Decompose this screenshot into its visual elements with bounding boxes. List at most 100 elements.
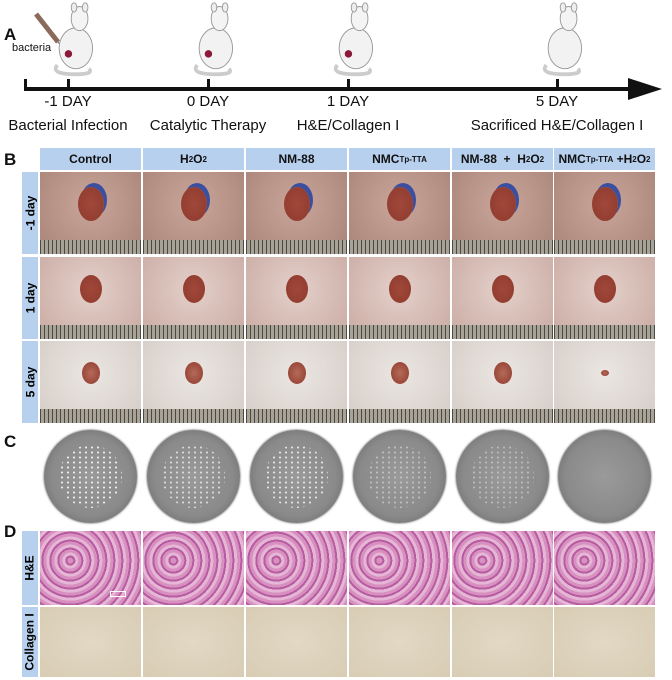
collagen-stain-image xyxy=(554,607,655,677)
collagen-stain-image xyxy=(349,607,450,677)
timeline-event-label: Catalytic Therapy xyxy=(149,117,267,134)
wound xyxy=(77,187,104,221)
wound-photo xyxy=(40,257,141,339)
row-label-text: 5 day xyxy=(23,366,37,398)
wound xyxy=(390,362,409,384)
subscript: Tp-TTA xyxy=(399,154,427,164)
he-stain-image xyxy=(40,531,141,605)
header-text: O xyxy=(193,152,203,166)
wound xyxy=(184,362,203,384)
group-header: NMC Tp-TTA +H 2 O 2 xyxy=(554,148,655,170)
wound xyxy=(180,187,207,221)
subscript: 2 xyxy=(646,154,651,164)
ruler xyxy=(452,409,553,423)
collagen-stain-image xyxy=(143,607,244,677)
row-label-text: H&E xyxy=(23,555,37,581)
agar-plate xyxy=(456,430,549,523)
wound xyxy=(491,275,514,303)
wound-photo xyxy=(554,257,655,339)
wound xyxy=(287,362,306,384)
wound xyxy=(591,187,618,221)
row-label-text: -1 day xyxy=(23,195,37,231)
row-label: H&E xyxy=(22,531,38,605)
wound-photo xyxy=(554,172,655,254)
rat-illustration xyxy=(46,0,102,84)
timeline-tick xyxy=(347,79,350,89)
wound xyxy=(285,275,308,303)
ruler xyxy=(554,240,655,254)
panel-label-c: C xyxy=(4,432,17,451)
wound-photo xyxy=(349,257,450,339)
subscript: 2 xyxy=(539,154,545,164)
subscript: 2 xyxy=(525,154,531,164)
wound-photo xyxy=(40,172,141,254)
header-text: NM-88 xyxy=(278,152,315,166)
ruler xyxy=(554,409,655,423)
ruler xyxy=(246,409,347,423)
wound xyxy=(388,275,411,303)
ruler xyxy=(143,409,244,423)
ruler xyxy=(452,325,553,339)
ruler xyxy=(246,325,347,339)
agar-plate xyxy=(250,430,343,523)
wound xyxy=(283,187,310,221)
he-stain-image xyxy=(246,531,347,605)
he-stain-image xyxy=(349,531,450,605)
rat-illustration xyxy=(535,0,591,84)
timeline-day-label: 1 DAY xyxy=(326,93,370,110)
collagen-stain-image xyxy=(40,607,141,677)
ruler xyxy=(349,240,450,254)
rat-illustration xyxy=(326,0,382,84)
panel-label-a: A xyxy=(4,25,17,44)
timeline-tick xyxy=(207,79,210,89)
timeline-day-label: -1 DAY xyxy=(44,93,92,110)
he-stain-image xyxy=(143,531,244,605)
wound-photo xyxy=(554,341,655,423)
wound xyxy=(79,275,102,303)
wound-photo xyxy=(143,341,244,423)
row-label: 1 day xyxy=(22,257,38,339)
row-label: 5 day xyxy=(22,341,38,423)
bacterial-colonies xyxy=(162,445,225,508)
ruler xyxy=(349,409,450,423)
subscript: 2 xyxy=(188,154,194,164)
subscript: 2 xyxy=(202,154,207,164)
row-label: -1 day xyxy=(22,172,38,254)
wound-photo xyxy=(246,257,347,339)
wound xyxy=(81,362,100,384)
wound xyxy=(600,370,609,376)
bacterial-colonies xyxy=(471,445,534,508)
agar-plate xyxy=(44,430,137,523)
header-text: NMC xyxy=(372,152,400,166)
wound-photo xyxy=(143,172,244,254)
row-label-text: Collagen I xyxy=(23,613,37,671)
wound-photo xyxy=(246,341,347,423)
group-header: NM-88 xyxy=(246,148,347,170)
wound xyxy=(386,187,413,221)
timeline-axis xyxy=(24,87,634,91)
group-header: Control xyxy=(40,148,141,170)
wound xyxy=(489,187,516,221)
ruler xyxy=(40,240,141,254)
header-text: NM-88 + H xyxy=(460,152,526,166)
bacteria-label: bacteria xyxy=(12,42,52,54)
subscript: 2 xyxy=(632,154,637,164)
wound-photo xyxy=(143,257,244,339)
wound xyxy=(182,275,205,303)
wound-photo xyxy=(452,257,553,339)
header-text: H xyxy=(180,152,189,166)
ruler xyxy=(40,325,141,339)
header-text: Control xyxy=(69,152,112,166)
collagen-stain-image xyxy=(246,607,347,677)
he-stain-image xyxy=(554,531,655,605)
wound-photo xyxy=(452,341,553,423)
wound-photo xyxy=(349,172,450,254)
collagen-stain-image xyxy=(452,607,553,677)
header-text: NMC xyxy=(558,152,586,166)
wound-photo xyxy=(452,172,553,254)
panel-label-d: D xyxy=(4,522,17,541)
agar-plate xyxy=(353,430,446,523)
header-text: O xyxy=(636,152,647,166)
